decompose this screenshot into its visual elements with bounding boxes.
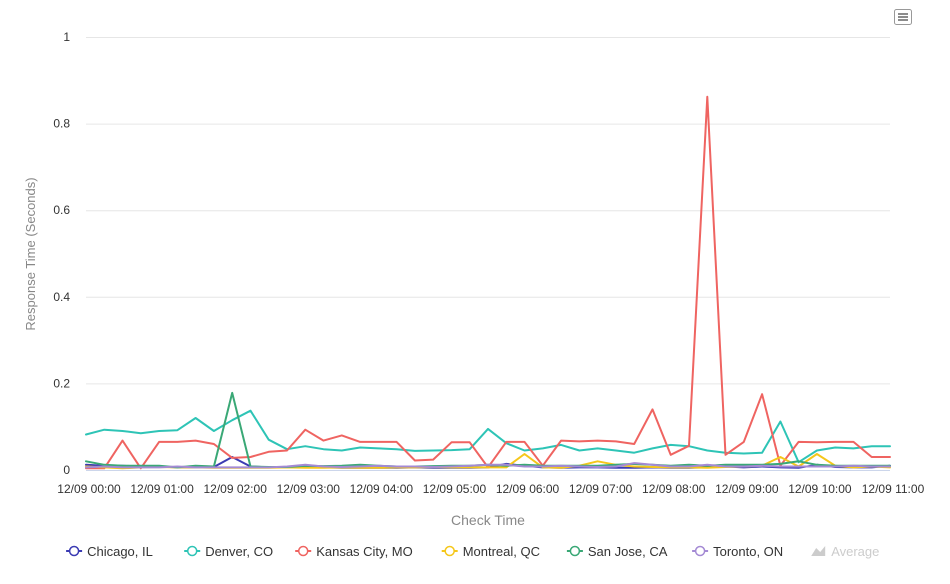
legend-label: Chicago, IL [87,544,153,559]
x-tick-label: 12/09 09:00 [715,482,779,496]
x-tick-label: 12/09 10:00 [788,482,852,496]
x-tick-label: 12/09 08:00 [642,482,706,496]
series-lines [85,95,891,470]
x-tick-label: 12/09 02:00 [203,482,267,496]
legend-label: Denver, CO [205,544,273,559]
area-chart-icon [811,546,826,556]
y-tick-label: 0.4 [53,290,70,304]
y-tick-label: 0.6 [53,203,70,217]
legend-marker-icon [297,545,309,557]
x-axis-tick-labels: 12/09 00:00 12/09 01:00 12/09 02:00 12/09 0… [57,482,924,496]
series-line-5[interactable] [85,462,891,469]
x-tick-label: 12/09 00:00 [57,482,121,496]
x-tick-label: 12/09 06:00 [496,482,560,496]
legend-label: Toronto, ON [713,544,783,559]
legend-label: Montreal, QC [463,544,540,559]
legend-marker-icon [444,545,455,557]
x-tick-label: 12/09 05:00 [423,482,487,496]
legend: Chicago, IL Denver, CO Kansas City, MO Mont… [66,544,879,559]
y-tick-label: 1 [63,30,70,44]
legend-label: Kansas City, MO [316,544,413,559]
legend-item[interactable]: Chicago, IL [66,544,153,559]
x-tick-label: 12/09 01:00 [130,482,194,496]
legend-item[interactable]: San Jose, CA [566,544,668,559]
legend-marker-icon [68,545,80,557]
legend-item[interactable]: Average [811,544,879,559]
legend-marker-icon [569,545,581,557]
x-tick-label: 12/09 04:00 [350,482,414,496]
legend-item[interactable]: Toronto, ON [692,544,783,559]
x-tick-label: 12/09 07:00 [569,482,633,496]
x-tick-label: 12/09 03:00 [277,482,341,496]
legend-marker-icon [186,545,198,557]
hamburger-menu-icon[interactable] [894,9,912,25]
legend-label: Average [831,544,879,559]
legend-item[interactable]: Montreal, QC [441,544,540,559]
legend-label: San Jose, CA [588,544,668,559]
series-line-2[interactable] [85,95,891,470]
x-tick-label: 12/09 11:00 [862,482,925,496]
y-tick-label: 0.2 [53,376,70,390]
y-tick-label: 0.8 [53,117,70,131]
y-tick-label: 0 [63,463,70,477]
gridlines [86,37,890,385]
y-axis-tick-labels: 0 0.2 0.4 0.6 0.8 1 [53,30,70,477]
legend-marker-icon [694,545,706,557]
legend-item[interactable]: Denver, CO [184,544,273,559]
series-line-1[interactable] [85,409,891,464]
legend-item[interactable]: Kansas City, MO [295,544,413,559]
x-axis-title: Check Time [451,512,525,528]
y-axis-title: Response Time (Seconds) [23,177,38,330]
